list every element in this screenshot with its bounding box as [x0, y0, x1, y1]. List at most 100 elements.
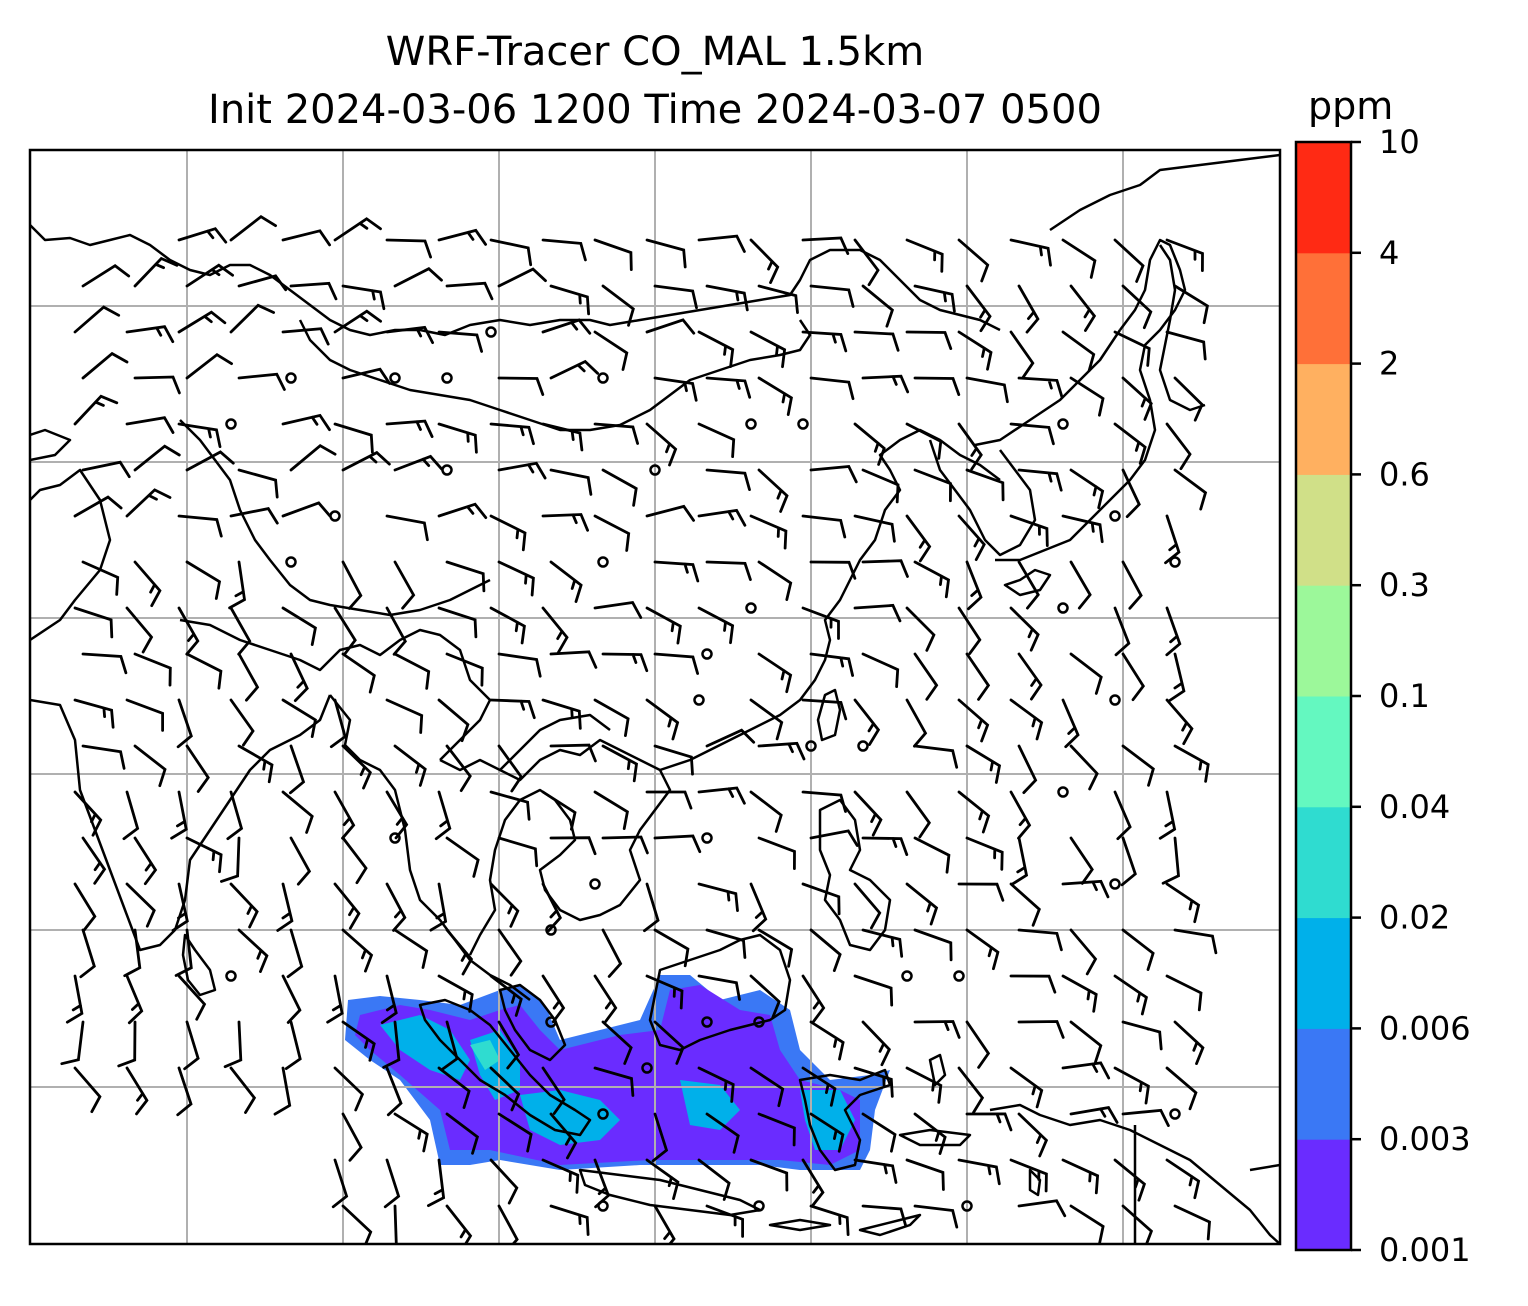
wind-barb: [281, 698, 317, 738]
wind-barb: [289, 836, 312, 886]
wind-barb: [593, 1066, 635, 1097]
calm-wind-marker: [1057, 418, 1069, 430]
wind-barb: [697, 606, 735, 645]
wind-barb: [385, 698, 424, 734]
wind-barb: [177, 974, 207, 1021]
coastline-sakhalin: [1158, 244, 1206, 412]
wind-barb: [1069, 652, 1103, 695]
wind-barb: [223, 1020, 243, 1069]
wind-barb: [220, 836, 241, 883]
calm-wind-marker: [961, 1200, 973, 1212]
wind-barb: [965, 560, 983, 611]
wind-barb: [1061, 238, 1097, 279]
wind-barb: [705, 468, 751, 491]
wind-barb: [913, 1020, 961, 1039]
wind-barb: [81, 652, 128, 675]
wind-barb: [653, 284, 698, 310]
wind-barb: [749, 790, 783, 833]
wind-barb: [73, 1066, 102, 1114]
wind-barb: [489, 1066, 521, 1112]
wind-barb: [653, 1020, 685, 1065]
wind-barb: [965, 468, 1005, 502]
wind-barb: [809, 1112, 845, 1153]
wind-barb: [489, 606, 526, 645]
calm-wind-marker: [1109, 510, 1121, 522]
wind-barb: [645, 238, 687, 269]
wind-barb: [1009, 1158, 1048, 1193]
wind-barb: [445, 836, 480, 878]
colorbar-tick-label: 2: [1379, 345, 1399, 383]
wind-barb: [1009, 238, 1052, 267]
calm-wind-marker: [285, 556, 297, 568]
calm-wind-marker: [857, 740, 869, 752]
wind-barb: [1165, 238, 1204, 272]
wind-barb: [1009, 330, 1035, 379]
wind-barb: [385, 606, 407, 656]
wind-barb: [749, 1158, 789, 1192]
wind-barb: [385, 238, 432, 259]
wind-barb: [333, 1066, 365, 1112]
tracer-hotspot-3: [520, 1090, 620, 1145]
colorbar-tick-label: 4: [1379, 234, 1399, 272]
wind-barb: [957, 1066, 985, 1114]
wind-barb: [133, 444, 181, 472]
colorbar-tick-label: 0.003: [1379, 1120, 1471, 1158]
wind-barb: [1113, 330, 1151, 367]
wind-barb: [1121, 1204, 1154, 1244]
wind-barb: [281, 606, 317, 646]
wind-barb: [1017, 1112, 1049, 1158]
wind-barb: [601, 1020, 633, 1065]
wind-barb: [913, 928, 953, 962]
wind-barb: [497, 652, 542, 678]
wind-barb: [1173, 284, 1209, 325]
wind-barb: [861, 374, 910, 394]
wind-barb: [81, 263, 131, 288]
wind-barb: [809, 1020, 845, 1061]
wind-barb: [185, 836, 223, 874]
wind-barb: [73, 790, 103, 837]
wind-barb: [177, 514, 223, 538]
wind-barb: [393, 928, 429, 969]
wind-barb: [341, 1020, 376, 1062]
wind-barb: [1069, 560, 1092, 610]
wind-barb: [1009, 698, 1044, 741]
wind-barb: [601, 928, 623, 978]
calm-wind-marker: [441, 464, 453, 476]
wind-barb: [757, 652, 793, 694]
wind-barb: [1165, 1066, 1198, 1111]
colorbar-segment: [1296, 917, 1351, 1029]
wind-barb: [697, 330, 735, 368]
wind-barb: [170, 790, 188, 840]
wind-barb: [861, 1204, 907, 1227]
wind-barb: [123, 928, 142, 978]
wind-barb: [445, 1112, 480, 1155]
calm-wind-marker: [389, 832, 401, 844]
wind-barb: [281, 501, 332, 518]
calm-wind-marker: [545, 1016, 557, 1028]
calm-wind-marker: [1109, 878, 1121, 890]
wind-barb: [757, 928, 794, 968]
calm-wind-marker: [797, 418, 809, 430]
wind-barb: [437, 330, 483, 353]
wind-barb: [853, 698, 881, 746]
wind-barb: [333, 606, 357, 656]
map-title-line2: Init 2024-03-06 1200 Time 2024-03-07 050…: [208, 87, 1102, 133]
wind-barb: [489, 514, 527, 552]
wind-barb: [445, 652, 484, 687]
wind-barb: [957, 422, 983, 471]
gridlines: [30, 150, 1280, 1244]
wind-barb: [705, 728, 756, 748]
wind-barb: [341, 284, 386, 311]
wind-barb: [913, 560, 951, 599]
wind-barb: [229, 214, 277, 242]
wind-barb: [393, 267, 443, 288]
wind-barb: [289, 652, 309, 702]
calm-wind-marker: [485, 326, 497, 338]
wind-barb: [541, 698, 582, 730]
wind-barb: [497, 928, 523, 977]
wind-barb: [133, 375, 181, 395]
wind-barb: [757, 376, 793, 416]
wind-barb: [489, 974, 523, 1017]
wind-barb: [861, 928, 904, 958]
wind-barb: [853, 974, 894, 1007]
